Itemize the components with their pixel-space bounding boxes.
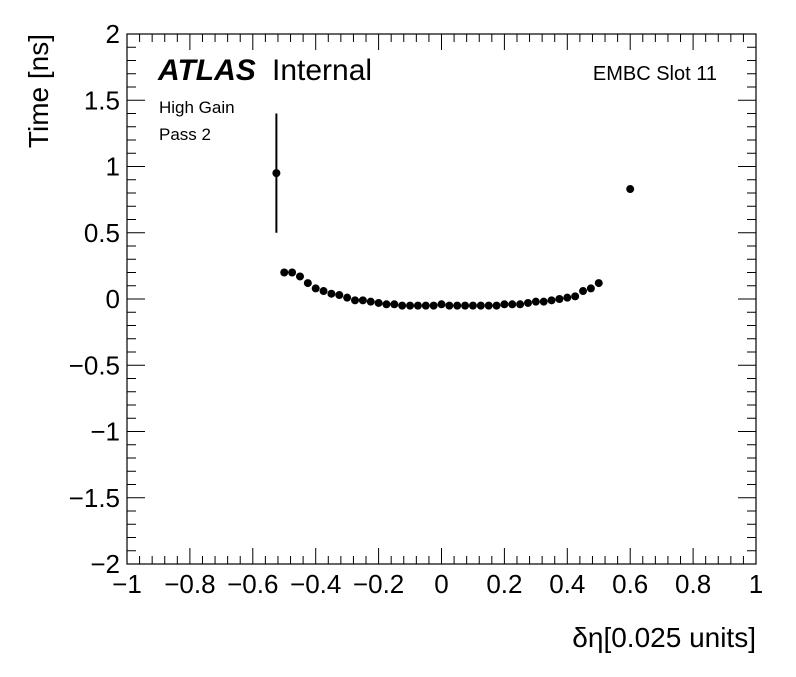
y-tick-label: 1 (106, 152, 120, 182)
pass-label: Pass 2 (159, 125, 211, 144)
data-point (429, 301, 438, 310)
y-tick-label: 2 (106, 19, 120, 49)
data-point (280, 268, 289, 277)
data-point (351, 296, 360, 305)
data-point (311, 284, 320, 293)
data-point (563, 293, 572, 302)
data-point (594, 279, 603, 288)
data-point (492, 301, 501, 310)
data-point (335, 291, 344, 300)
data-point (531, 297, 540, 306)
data-point (319, 287, 328, 296)
x-tick-label: 0.2 (486, 569, 522, 599)
data-point (272, 169, 281, 178)
data-point (468, 301, 477, 310)
x-tick-label: 0.6 (612, 569, 648, 599)
x-tick-labels: −1 −0.8 −0.6 −0.4 −0.2 0 0.2 0.4 0.6 0.8 1 (112, 569, 763, 599)
data-point (398, 301, 407, 310)
internal-label: Internal (272, 54, 372, 87)
data-point (406, 301, 415, 310)
data-point (555, 295, 564, 303)
data-point (437, 300, 446, 309)
data-points (272, 113, 635, 310)
x-tick-label: 0 (434, 569, 448, 599)
y-axis-ticks (127, 33, 756, 565)
x-tick-label: −0.6 (227, 569, 278, 599)
y-tick-label: 0 (106, 284, 120, 314)
data-point (295, 272, 304, 281)
y-tick-label: −1.5 (69, 483, 120, 513)
x-tick-label: −0.2 (353, 569, 404, 599)
data-point (516, 300, 525, 309)
y-tick-label: 0.5 (84, 218, 120, 248)
y-tick-label: −2 (90, 549, 120, 579)
y-tick-label: −1 (90, 417, 120, 447)
x-tick-label: −1 (112, 569, 142, 599)
data-point (382, 300, 391, 309)
data-point (508, 300, 517, 309)
data-point (547, 296, 556, 305)
data-point (343, 293, 352, 302)
data-point (579, 287, 588, 296)
y-tick-label: 1.5 (84, 85, 120, 115)
x-tick-label: 0.4 (549, 569, 585, 599)
data-point (626, 185, 635, 194)
data-point (303, 279, 312, 288)
data-point (523, 298, 532, 307)
data-point (421, 301, 430, 310)
data-point (484, 301, 493, 310)
data-point (461, 301, 470, 310)
data-point (288, 268, 297, 277)
y-tick-labels: −2 −1.5 −1 −0.5 0 0.5 1 1.5 2 (69, 19, 120, 579)
slot-label: EMBC Slot 11 (593, 63, 717, 85)
data-point (374, 298, 383, 307)
x-tick-label: 0.8 (675, 569, 711, 599)
data-point (586, 284, 595, 293)
x-tick-label: 1 (749, 569, 763, 599)
gain-label: High Gain (159, 98, 235, 117)
y-axis-label: Time [ns] (23, 34, 54, 148)
data-point (500, 300, 509, 309)
data-point (366, 297, 375, 306)
x-tick-label: −0.4 (290, 569, 341, 599)
data-point (539, 297, 548, 306)
y-tick-label: −0.5 (69, 350, 120, 380)
data-point (445, 301, 454, 310)
data-point (358, 296, 367, 305)
data-point (476, 301, 485, 310)
atlas-label: ATLAS (157, 54, 256, 87)
x-axis-label: δη[0.025 units] (572, 622, 756, 653)
x-tick-label: −0.8 (164, 569, 215, 599)
data-point (390, 300, 399, 309)
data-point (327, 289, 336, 298)
data-point (571, 292, 580, 301)
data-point (453, 301, 462, 310)
data-point (413, 301, 422, 310)
